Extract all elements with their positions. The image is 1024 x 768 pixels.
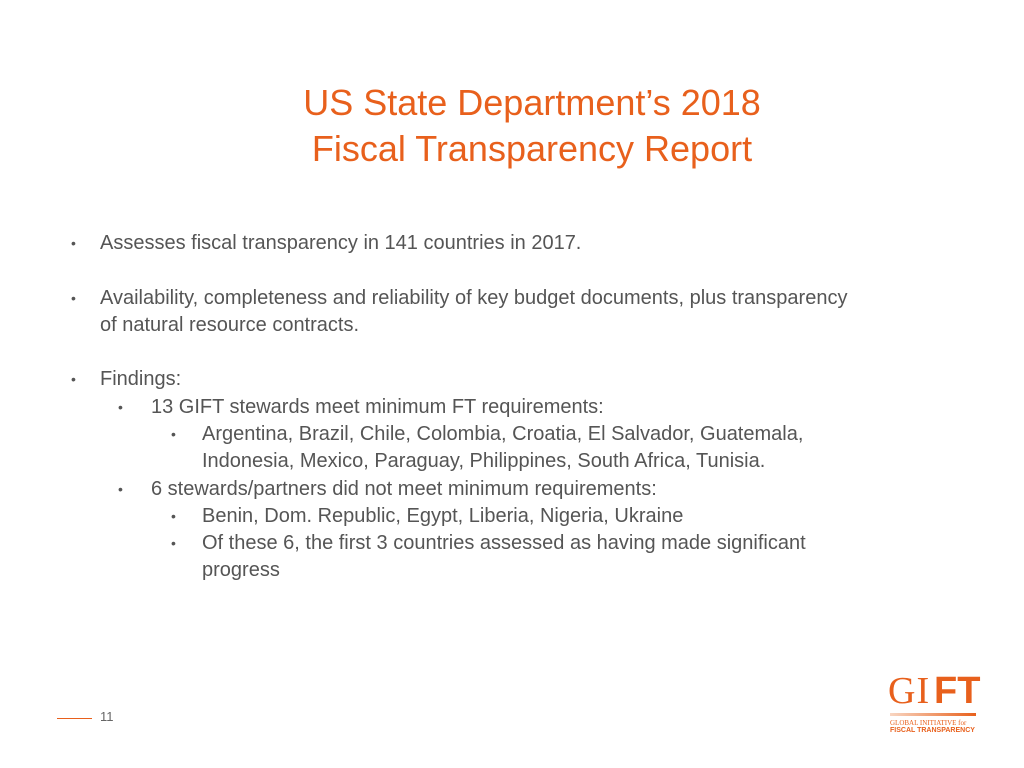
title-line-2: Fiscal Transparency Report	[311, 128, 753, 169]
bullet-icon: •	[71, 371, 76, 387]
title-line-1: US State Department’s 2018	[303, 82, 761, 123]
bullet-icon: •	[118, 399, 123, 415]
bullet-text-line-2: of natural resource contracts.	[100, 314, 360, 336]
bullet-icon: •	[171, 535, 176, 551]
sub-sub-bullet-item: • Benin, Dom. Republic, Egypt, Liberia, …	[171, 503, 684, 530]
bullet-text-line-1: Availability, completeness and reliabili…	[100, 287, 848, 309]
logo-tagline-2: FISCAL TRANSPARENCY	[890, 727, 975, 734]
sub-bullet-item: • 6 stewards/partners did not meet minim…	[118, 476, 657, 503]
slide-title: US State Department’s 2018 Fiscal Transp…	[0, 80, 1024, 172]
bullet-icon: •	[71, 235, 76, 251]
bullet-item: • Availability, completeness and reliabi…	[71, 285, 848, 339]
sub-bullet-item: • 13 GIFT stewards meet minimum FT requi…	[118, 394, 604, 421]
page-number: 11	[100, 709, 114, 724]
bullet-text: Assesses fiscal transparency in 141 coun…	[100, 232, 582, 254]
country-list: Benin, Dom. Republic, Egypt, Liberia, Ni…	[202, 505, 684, 527]
bullet-icon: •	[171, 426, 176, 442]
logo-tagline-1: GLOBAL INITIATIVE for	[890, 719, 967, 727]
country-list-line-1: Argentina, Brazil, Chile, Colombia, Croa…	[202, 423, 804, 445]
sub-bullet-text: 6 stewards/partners did not meet minimum…	[151, 478, 657, 500]
sub-sub-bullet-item: • Argentina, Brazil, Chile, Colombia, Cr…	[171, 421, 804, 475]
logo-ft-text: FT	[934, 670, 981, 712]
sub-bullet-text: 13 GIFT stewards meet minimum FT require…	[151, 396, 604, 418]
bullet-item: • Findings:	[71, 366, 182, 393]
logo-bar	[890, 713, 976, 716]
country-list-line-2: Indonesia, Mexico, Paraguay, Philippines…	[202, 450, 766, 472]
footer-divider	[57, 718, 92, 719]
sub-sub-bullet-item: • Of these 6, the first 3 countries asse…	[171, 530, 806, 584]
note-line-2: progress	[202, 559, 280, 581]
bullet-icon: •	[71, 290, 76, 306]
bullet-icon: •	[171, 508, 176, 524]
note-line-1: Of these 6, the first 3 countries assess…	[202, 532, 806, 554]
bullet-item: • Assesses fiscal transparency in 141 co…	[71, 230, 582, 257]
bullet-icon: •	[118, 481, 123, 497]
gift-logo: GI FT GLOBAL INITIATIVE for FISCAL TRANS…	[888, 672, 980, 734]
logo-gi-text: GI	[888, 670, 931, 712]
bullet-text: Findings:	[100, 368, 182, 390]
